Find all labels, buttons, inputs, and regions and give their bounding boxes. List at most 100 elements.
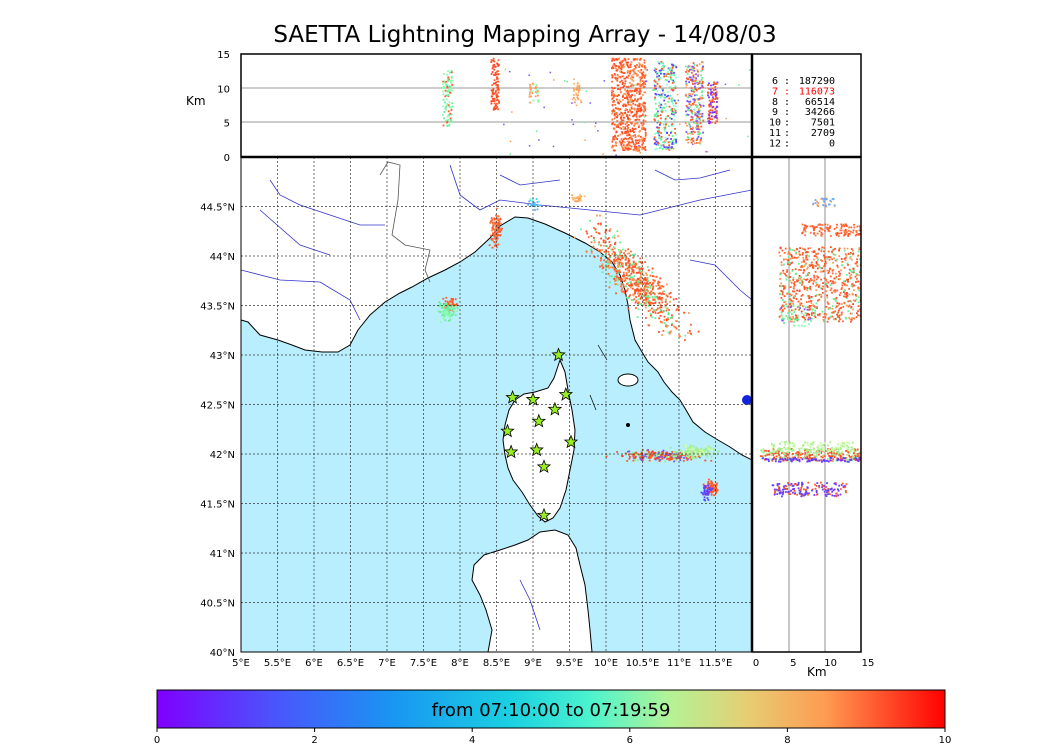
altitude-source xyxy=(807,306,809,309)
altitude-source xyxy=(698,141,701,144)
altitude-source xyxy=(826,296,829,299)
altitude-source xyxy=(845,491,847,494)
altitude-source xyxy=(622,81,624,84)
altitude-source xyxy=(635,111,638,114)
lightning-source xyxy=(618,261,621,264)
altitude-source xyxy=(781,452,783,455)
altitude-source xyxy=(626,92,629,95)
altitude-source xyxy=(692,74,695,77)
altitude-source xyxy=(611,146,614,149)
altitude-source xyxy=(631,141,634,144)
altitude-source xyxy=(798,262,800,265)
altitude-source xyxy=(620,86,622,89)
altitude-source xyxy=(689,79,692,81)
lightning-source xyxy=(623,292,626,294)
lightning-source xyxy=(615,270,618,273)
lightning-source xyxy=(667,313,670,315)
altitude-source xyxy=(702,119,705,122)
altitude-source xyxy=(615,98,618,101)
lightning-source xyxy=(663,293,665,295)
altitude-source xyxy=(633,71,636,73)
altitude-source xyxy=(629,66,632,68)
altitude-source xyxy=(691,93,694,96)
altitude-source xyxy=(827,318,830,320)
altitude-source xyxy=(635,141,637,144)
lightning-source xyxy=(650,301,653,304)
lightning-source xyxy=(441,313,444,316)
altitude-source xyxy=(625,107,627,110)
lightning-source xyxy=(640,459,643,461)
altitude-source xyxy=(692,89,694,91)
altitude-source xyxy=(801,223,804,226)
altitude-source xyxy=(611,97,614,100)
lightning-source xyxy=(608,229,611,232)
altitude-source xyxy=(796,451,798,454)
altitude-source xyxy=(686,139,688,141)
lightning-source xyxy=(709,488,711,491)
altitude-source xyxy=(696,98,699,100)
altitude-source xyxy=(794,318,797,320)
altitude-source xyxy=(782,304,785,307)
altitude-source xyxy=(863,457,865,459)
station-star xyxy=(531,413,547,428)
altitude-source xyxy=(689,68,691,71)
lightning-source xyxy=(632,269,634,272)
altitude-source xyxy=(580,101,583,104)
station-star xyxy=(536,507,552,522)
lightning-source xyxy=(494,245,496,247)
lightning-source xyxy=(444,313,447,316)
altitude-source xyxy=(763,449,766,452)
lightning-source xyxy=(690,453,693,456)
altitude-source xyxy=(653,115,656,118)
lightning-source xyxy=(628,457,631,460)
altitude-source xyxy=(832,459,835,462)
altitude-source xyxy=(493,102,496,105)
altitude-source xyxy=(789,318,792,320)
altitude-source xyxy=(629,97,632,100)
altitude-source xyxy=(694,85,696,88)
altitude-source xyxy=(822,459,825,462)
altitude-source xyxy=(634,89,636,91)
lightning-source xyxy=(671,451,674,453)
altitude-source xyxy=(614,144,616,147)
altitude-source xyxy=(631,107,633,110)
altitude-source xyxy=(826,449,829,451)
altitude-source xyxy=(843,234,846,236)
altitude-source xyxy=(617,88,619,90)
altitude-source xyxy=(630,100,633,103)
altitude-source xyxy=(841,482,844,485)
altitude-source xyxy=(687,70,690,73)
altitude-source xyxy=(855,298,858,301)
altitude-source xyxy=(630,101,632,103)
altitude-source xyxy=(864,311,866,313)
altitude-source xyxy=(822,204,825,206)
lightning-source xyxy=(655,275,658,278)
altitude-source xyxy=(815,289,818,292)
lightning-source xyxy=(494,221,497,224)
lightning-source xyxy=(669,456,671,458)
altitude-source xyxy=(634,99,636,101)
altitude-source xyxy=(815,485,818,487)
altitude-source xyxy=(622,99,624,101)
altitude-source xyxy=(839,229,842,232)
altitude-source xyxy=(708,96,710,99)
altitude-source xyxy=(801,493,804,496)
altitude-source xyxy=(674,87,677,89)
altitude-source xyxy=(673,114,675,117)
lightning-source xyxy=(716,482,718,485)
altitude-source xyxy=(812,225,814,228)
lightning-source xyxy=(453,311,456,313)
altitude-source xyxy=(811,250,813,253)
altitude-source xyxy=(785,315,788,317)
altitude-source xyxy=(665,109,667,112)
altitude-source xyxy=(639,85,642,88)
altitude-source xyxy=(862,286,864,288)
altitude-source xyxy=(725,117,727,120)
altitude-source xyxy=(834,254,837,256)
altitude-source xyxy=(784,273,786,275)
lightning-source xyxy=(497,219,499,222)
lightning-source xyxy=(599,214,601,217)
altitude-source xyxy=(853,223,855,226)
altitude-source xyxy=(813,258,815,261)
altitude-source xyxy=(657,95,660,97)
